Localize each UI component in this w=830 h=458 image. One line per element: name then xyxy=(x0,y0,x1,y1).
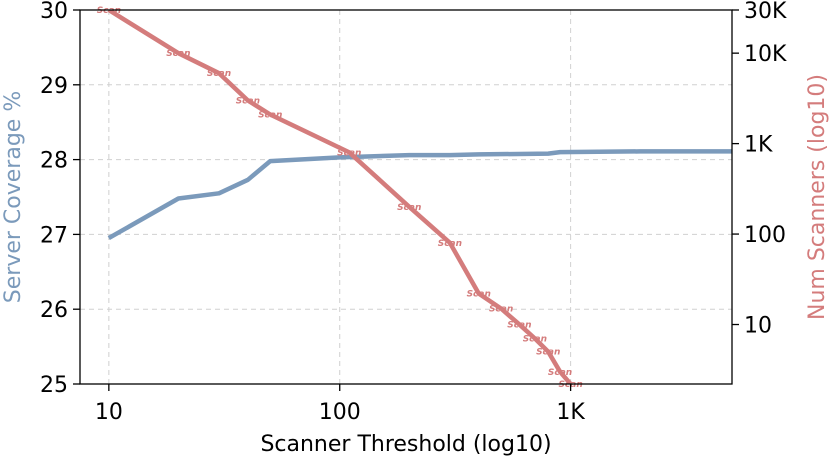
scanners-point-marker: Scan xyxy=(536,348,560,358)
left-y-tick-label: 27 xyxy=(40,223,68,248)
plot-frame xyxy=(79,9,733,385)
left-y-tick-label: 29 xyxy=(40,74,68,99)
right-y-tick-label: 100 xyxy=(744,223,786,248)
x-tick-label: 1K xyxy=(556,400,585,425)
right-axis-title: Num Scanners (log10) xyxy=(805,74,830,320)
x-tick-label: 10 xyxy=(95,400,123,425)
left-y-tick-label: 26 xyxy=(40,298,68,323)
scanners-point-marker: Scan xyxy=(489,305,513,315)
scanners-point-marker: Scan xyxy=(548,368,572,378)
scanners-point-marker: Scan xyxy=(236,96,260,106)
scanners-point-marker: Scan xyxy=(337,148,361,158)
left-y-tick-label: 25 xyxy=(40,373,68,398)
left-y-tick-label: 28 xyxy=(40,149,68,174)
x-axis-title: Scanner Threshold (log10) xyxy=(260,432,551,457)
scanners-series-line xyxy=(107,10,573,384)
coverage-series-line xyxy=(107,149,732,241)
right-y-tick-label: 10 xyxy=(744,314,772,339)
scanners-point-marker: Scan xyxy=(467,290,491,300)
right-y-tick-label: 10K xyxy=(744,42,787,67)
right-y-tick-label: 1K xyxy=(744,133,773,158)
scanners-point-marker: Scan xyxy=(207,69,231,79)
series-markers: Scan Scan Scan Scan Scan Scan Scan Scan Scan Scan… xyxy=(97,6,583,390)
scanners-point-marker: Scan xyxy=(507,321,531,331)
scanners-point-marker: Scan xyxy=(523,335,547,345)
axis-ticks: 10 100 1K 25 26 27 28 29 30 10 100 1K 10K 30K xyxy=(40,0,787,425)
scanners-point-marker: Scan xyxy=(258,110,282,120)
series-lines xyxy=(107,10,732,384)
left-y-tick-label: 30 xyxy=(40,0,68,24)
scanners-point-marker: Scan xyxy=(438,239,462,249)
scanners-point-marker: Scan xyxy=(166,49,190,59)
scanners-point-marker: Scan xyxy=(97,6,121,16)
right-y-tick-label: 30K xyxy=(744,0,787,24)
x-tick-label: 100 xyxy=(319,400,361,425)
scanners-point-marker: Scan xyxy=(397,203,421,213)
left-axis-title: Server Coverage % xyxy=(1,91,26,303)
